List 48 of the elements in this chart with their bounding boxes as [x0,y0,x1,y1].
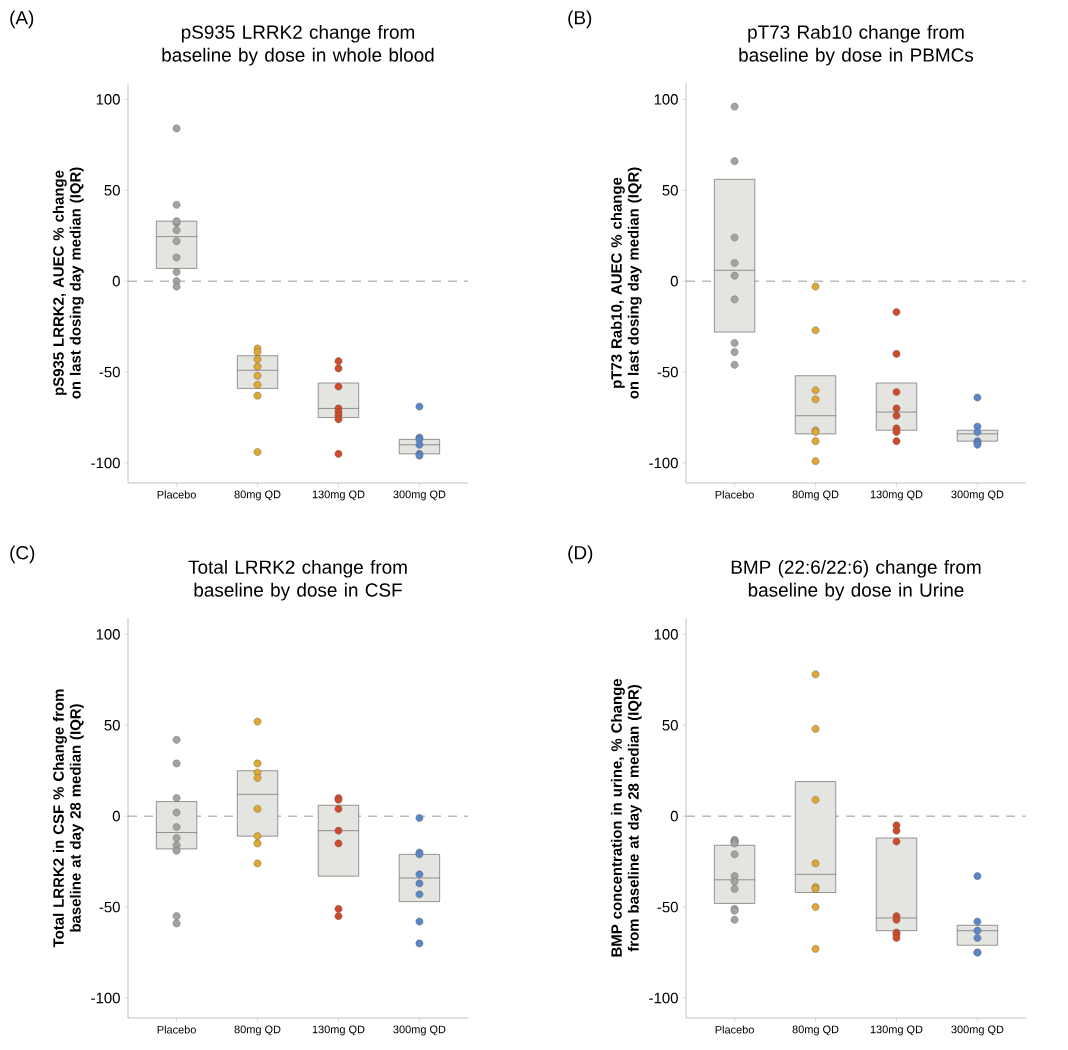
y-tick-label: 100 [654,629,678,640]
y-tick-label: 100 [96,629,120,640]
y-tick-label: -100 [91,992,120,1004]
chart-title: pS935 LRRK2 change from baseline by dose in whole blood [162,24,434,66]
x-tick-label: 80mg QD [792,490,839,501]
x-tick-label: 300mg QD [951,490,1004,501]
chart-title: Total LRRK2 change from baseline by dose in CSF [188,559,407,601]
text: (B) [568,10,592,29]
y-axis-title: BMP concentration in urine, % Change from baseline at day 28 median (IQR) [610,679,642,957]
x-tick-label: 130mg QD [870,1025,923,1036]
chart-title: BMP (22:6/22:6) change from baseline by dose in Urine [731,559,981,601]
y-tick-label: 50 [104,184,120,196]
y-tick-label: 0 [670,275,678,287]
x-tick-label: 130mg QD [870,490,923,501]
x-tick-label: 80mg QD [234,1025,281,1036]
x-tick-label: 300mg QD [393,490,446,501]
x-tick-label: 130mg QD [312,490,365,501]
y-tick-label: -50 [657,901,678,913]
y-tick-label: -100 [649,992,678,1004]
x-tick-label: 300mg QD [393,1025,446,1036]
y-tick-label: 50 [104,719,120,731]
text: (C) [10,545,35,564]
y-tick-label: -50 [99,901,120,913]
y-tick-label: 0 [112,810,120,822]
y-tick-label: 100 [96,94,120,105]
y-tick-label: 50 [662,184,678,196]
y-tick-label: 0 [670,810,678,822]
x-tick-label: 300mg QD [951,1025,1004,1036]
y-tick-label: -100 [649,457,678,469]
chart-title: pT73 Rab10 change from baseline by dose in PBMCs [739,24,974,66]
y-tick-label: 0 [112,275,120,287]
x-tick-label: Placebo [157,1025,196,1034]
x-tick-label: 80mg QD [792,1025,839,1036]
x-tick-label: Placebo [157,490,196,499]
y-axis-title: pS935 LRRK2, AUEC % change on last dosing day median (IQR) [52,167,84,399]
y-tick-label: -50 [99,366,120,378]
text: (D) [568,545,593,564]
x-tick-label: Placebo [715,1025,754,1034]
x-tick-label: 80mg QD [234,490,281,501]
y-tick-label: 100 [654,94,678,105]
y-axis-title: Total LRRK2 in CSF % Change from baseline at day 28 median (IQR) [52,689,84,948]
y-tick-label: -100 [91,457,120,469]
x-tick-label: Placebo [715,490,754,499]
y-tick-label: 50 [662,719,678,731]
y-axis-title: pT73 Rab10, AUEC % change on last dosing day median (IQR) [610,167,642,399]
x-tick-label: 130mg QD [312,1025,365,1036]
text: (A) [10,10,34,29]
y-tick-label: -50 [657,366,678,378]
